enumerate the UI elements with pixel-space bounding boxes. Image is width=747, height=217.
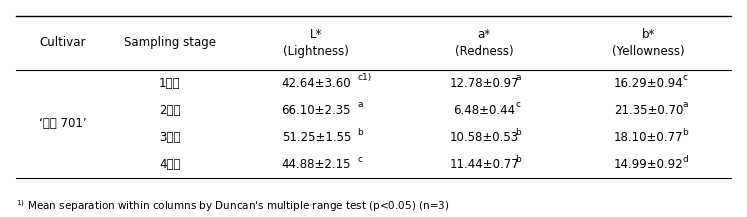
Text: a*: a*	[477, 28, 491, 41]
Text: Cultivar: Cultivar	[40, 36, 86, 49]
Text: Sampling stage: Sampling stage	[124, 36, 216, 49]
Text: c: c	[515, 100, 521, 109]
Text: 14.99±0.92: 14.99±0.92	[614, 158, 684, 171]
Text: 42.64±3.60: 42.64±3.60	[282, 77, 351, 90]
Text: 16.29±0.94: 16.29±0.94	[614, 77, 684, 90]
Text: c1): c1)	[357, 73, 371, 82]
Text: b: b	[515, 128, 521, 137]
Text: ‘산조 701’: ‘산조 701’	[39, 117, 87, 130]
Text: d: d	[682, 155, 688, 164]
Text: 12.78±0.97: 12.78±0.97	[450, 77, 519, 90]
Text: L*: L*	[310, 28, 323, 41]
Text: 21.35±0.70: 21.35±0.70	[614, 104, 684, 117]
Text: a: a	[515, 73, 521, 82]
Text: (Yellowness): (Yellowness)	[613, 45, 685, 58]
Text: 10.58±0.53: 10.58±0.53	[450, 131, 519, 144]
Text: 11.44±0.77: 11.44±0.77	[450, 158, 519, 171]
Text: b: b	[682, 128, 688, 137]
Text: c: c	[357, 155, 362, 164]
Text: 6.48±0.44: 6.48±0.44	[453, 104, 515, 117]
Text: (Lightness): (Lightness)	[283, 45, 350, 58]
Text: 44.88±2.15: 44.88±2.15	[282, 158, 351, 171]
Text: 1주기: 1주기	[159, 77, 181, 90]
Text: (Redness): (Redness)	[455, 45, 513, 58]
Text: 18.10±0.77: 18.10±0.77	[614, 131, 684, 144]
Text: $^{1)}$ Mean separation within columns by Duncan's multiple range test (p<0.05) : $^{1)}$ Mean separation within columns b…	[16, 198, 450, 214]
Text: 66.10±2.35: 66.10±2.35	[282, 104, 351, 117]
Text: 3주기: 3주기	[159, 131, 181, 144]
Text: b: b	[515, 155, 521, 164]
Text: 51.25±1.55: 51.25±1.55	[282, 131, 351, 144]
Text: b: b	[357, 128, 363, 137]
Text: c: c	[682, 73, 687, 82]
Text: a: a	[682, 100, 687, 109]
Text: a: a	[357, 100, 363, 109]
Text: 4주기: 4주기	[159, 158, 181, 171]
Text: b*: b*	[642, 28, 655, 41]
Text: 2주기: 2주기	[159, 104, 181, 117]
